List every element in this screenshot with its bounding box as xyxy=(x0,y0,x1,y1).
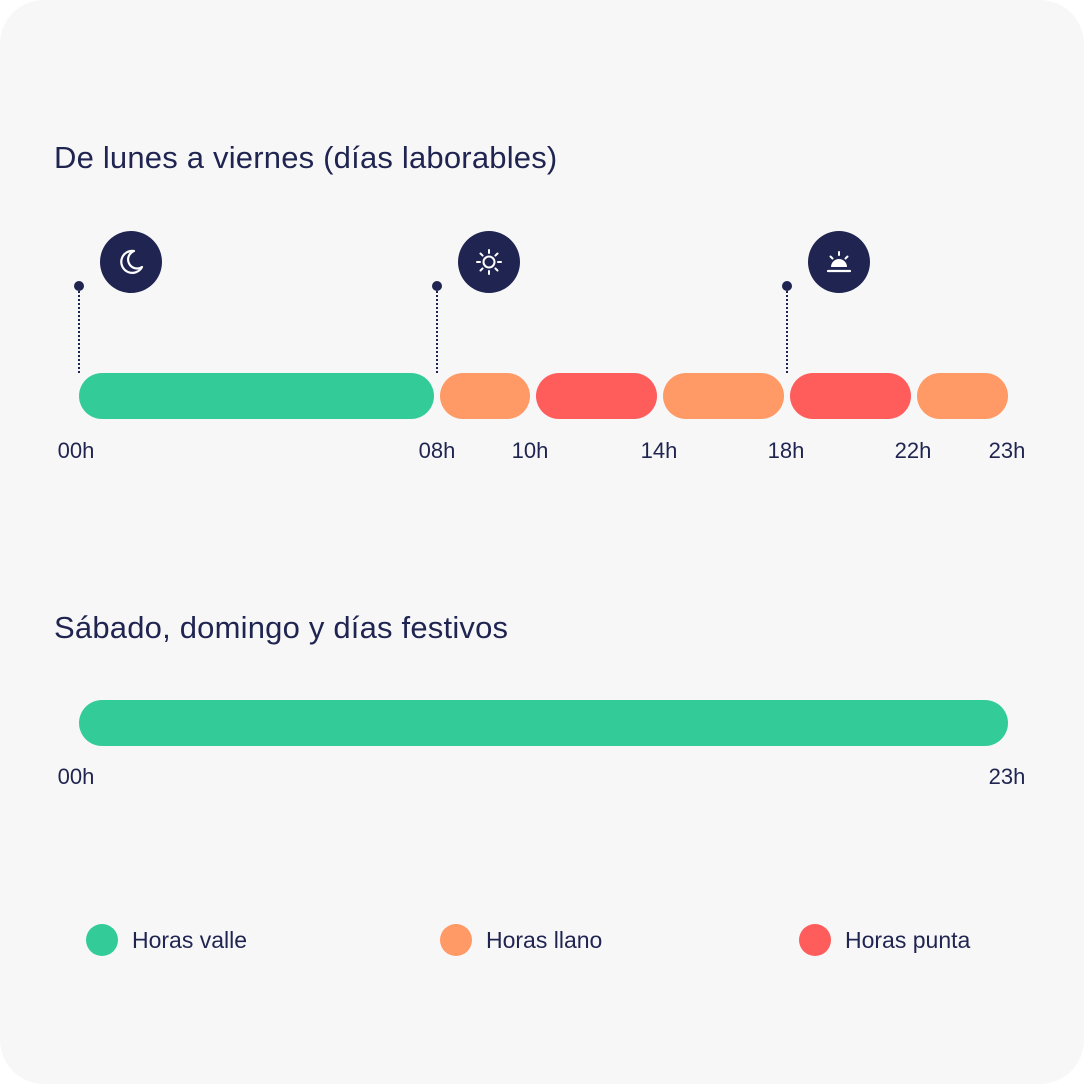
segment-punta xyxy=(536,373,657,419)
marker-dot xyxy=(782,281,792,291)
marker-dot xyxy=(74,281,84,291)
segment-llano xyxy=(917,373,1008,419)
tick-label: 00h xyxy=(57,764,95,789)
legend-item-llano: Horas llano xyxy=(440,924,602,956)
tick-label: 08h xyxy=(418,438,456,463)
legend-label-valle: Horas valle xyxy=(132,926,248,953)
tick-label: 23h xyxy=(988,438,1026,463)
moon-icon xyxy=(100,231,162,293)
tick-label: 22h xyxy=(894,438,932,463)
segment-llano xyxy=(663,373,784,419)
tick-label: 18h xyxy=(767,438,805,463)
legend-item-valle: Horas valle xyxy=(86,924,247,956)
segment-punta xyxy=(790,373,911,419)
weekday-title: De lunes a viernes (días laborables) xyxy=(54,140,558,175)
sunset-icon xyxy=(808,231,870,293)
tick-label: 10h xyxy=(511,438,549,463)
llano-swatch xyxy=(440,924,472,956)
legend-label-punta: Horas punta xyxy=(845,926,971,953)
sun-icon xyxy=(458,231,520,293)
tick-label: 23h xyxy=(988,764,1026,789)
punta-swatch xyxy=(799,924,831,956)
segment-valle xyxy=(79,373,434,419)
legend-item-punta: Horas punta xyxy=(799,924,970,956)
tick-label: 00h xyxy=(57,438,95,463)
segment-valle xyxy=(79,700,1008,746)
marker-dot xyxy=(432,281,442,291)
valle-swatch xyxy=(86,924,118,956)
marker-line xyxy=(436,291,438,373)
marker-line xyxy=(78,291,80,373)
tick-label: 14h xyxy=(640,438,678,463)
legend-label-llano: Horas llano xyxy=(486,926,603,953)
weekend-title: Sábado, domingo y días festivos xyxy=(54,610,509,645)
marker-line xyxy=(786,291,788,373)
segment-llano xyxy=(440,373,530,419)
